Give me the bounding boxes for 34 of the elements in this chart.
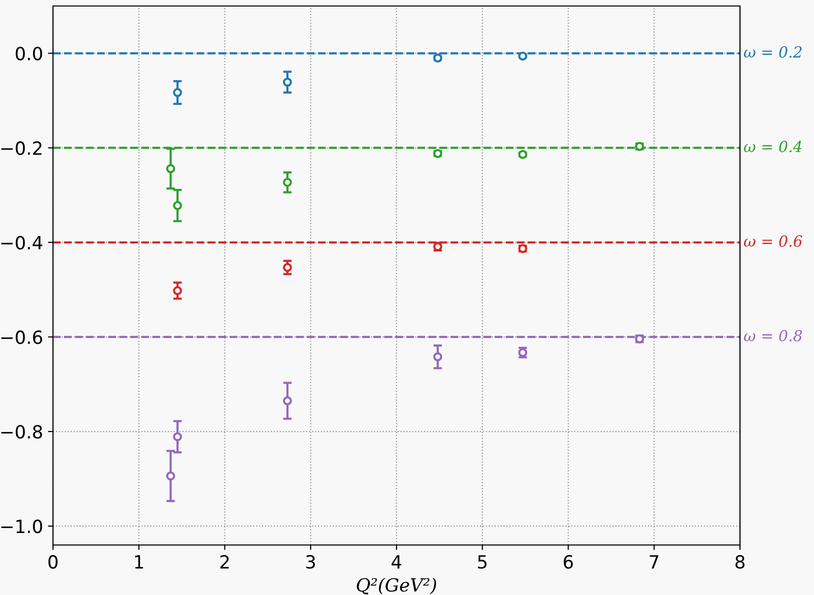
point — [282, 262, 292, 272]
point — [433, 53, 442, 63]
point — [173, 88, 182, 98]
y-tick-label: −0.4 — [1, 236, 42, 250]
x-tick-label: 6 — [564, 555, 573, 569]
y-tick-label: 0.0 — [16, 46, 42, 60]
point — [173, 286, 182, 296]
x-tick-label: 8 — [735, 555, 745, 569]
point — [166, 164, 176, 174]
x-tick-label: 7 — [650, 555, 658, 568]
y-tick-label: −0.6 — [1, 330, 42, 344]
point — [282, 78, 292, 87]
point — [518, 52, 528, 61]
x-axis-title: Q²(GeV²) — [356, 578, 436, 594]
point — [173, 432, 182, 442]
point — [518, 150, 528, 159]
y-tick-label: −0.2 — [1, 141, 42, 155]
x-tick-label: 1 — [135, 555, 143, 568]
x-tick-label: 2 — [220, 555, 229, 568]
x-tick-label: 3 — [306, 555, 315, 569]
text: ω = 0.4 — [744, 140, 802, 152]
text: ω = 0.6 — [744, 235, 802, 247]
point — [433, 352, 442, 362]
point — [282, 178, 292, 187]
x-tick-label: 5 — [478, 555, 487, 569]
y-tick-label: −0.8 — [1, 424, 42, 439]
x-tick-label: 0 — [48, 555, 58, 569]
text: ω = 0.2 — [744, 46, 802, 58]
point — [166, 471, 176, 480]
text: ω = 0.8 — [744, 330, 802, 342]
x-tick-label: 4 — [392, 555, 402, 568]
y-tick-label: −1.0 — [1, 520, 42, 534]
point — [173, 201, 182, 210]
point — [282, 396, 292, 406]
